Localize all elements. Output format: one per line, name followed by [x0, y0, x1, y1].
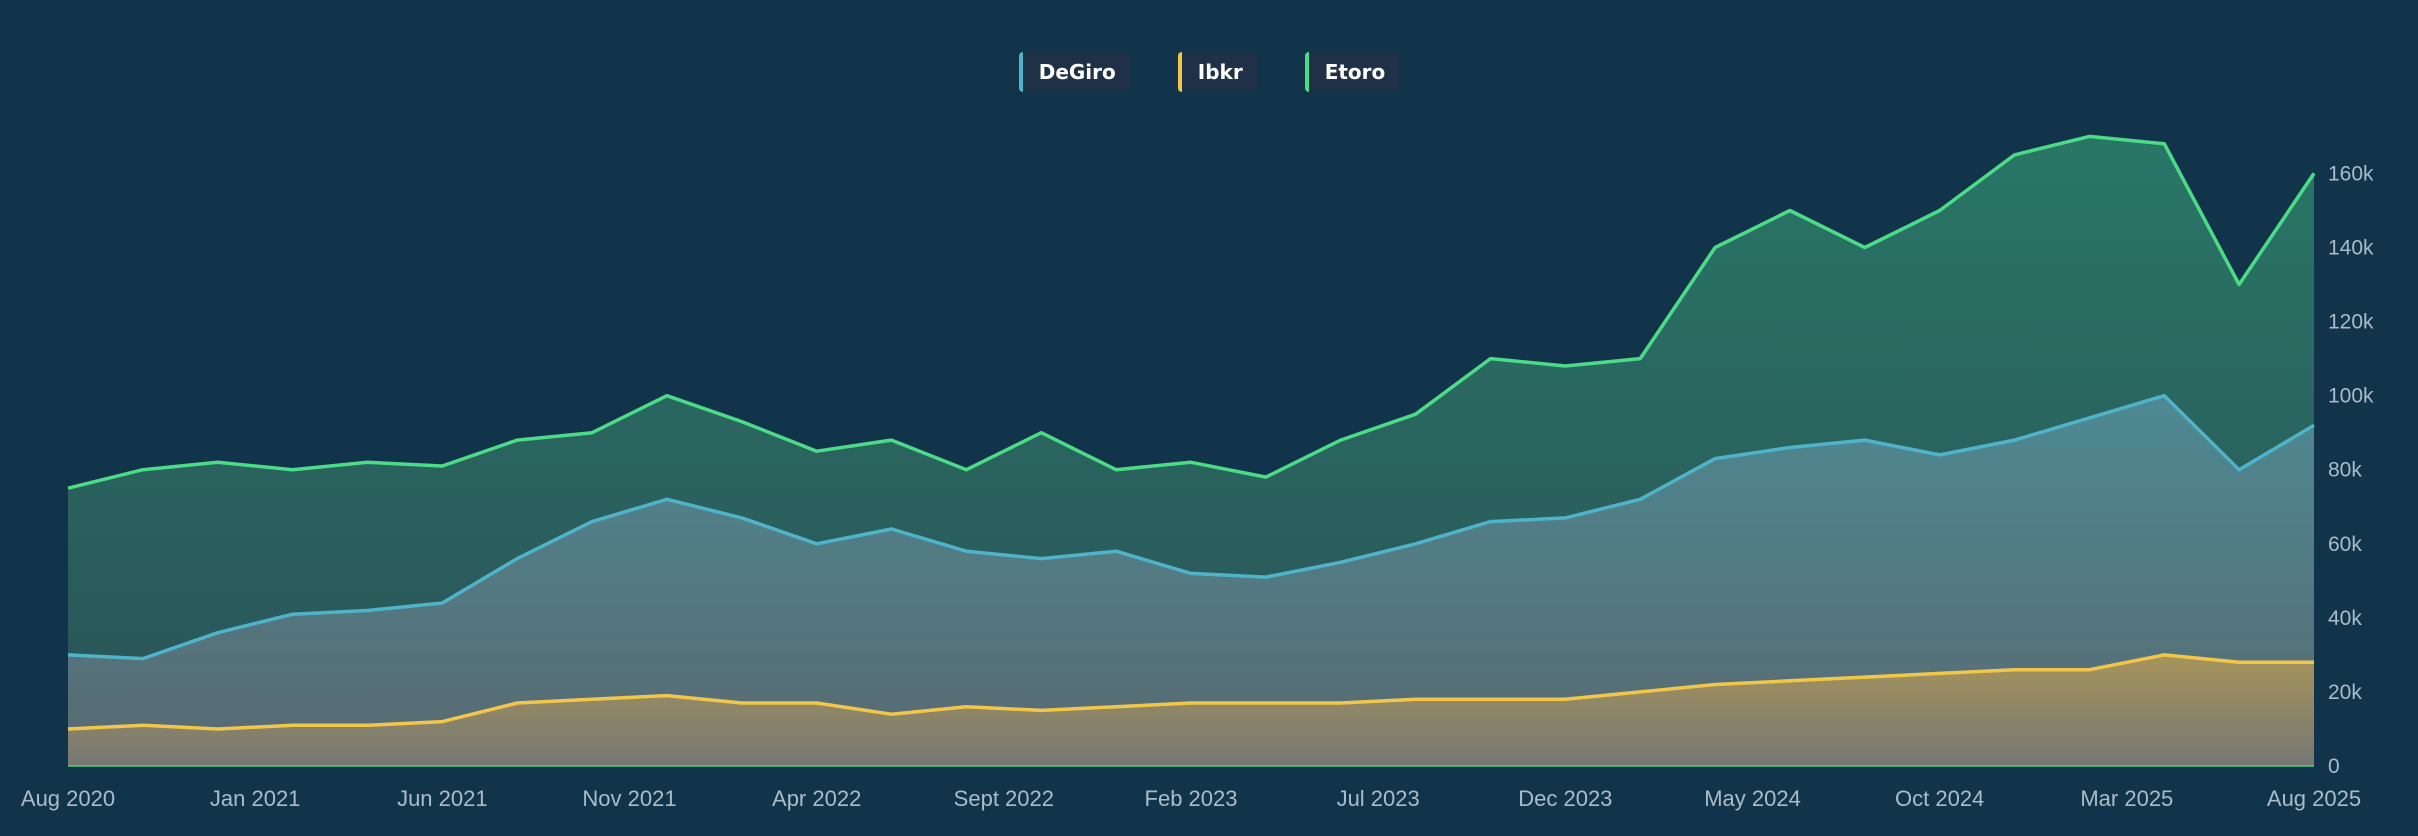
legend-item-degiro[interactable]: DeGiro [1018, 52, 1130, 92]
y-tick-label: 100k [2328, 385, 2374, 408]
x-tick-label: Feb 2023 [1145, 786, 1238, 811]
x-tick-label: May 2024 [1704, 786, 1801, 811]
x-tick-label: Aug 2020 [21, 786, 115, 811]
y-tick-label: 120k [2328, 311, 2374, 334]
y-tick-label: 160k [2328, 162, 2374, 185]
ibkr-line[interactable] [67, 653, 2314, 731]
y-tick-label: 60k [2328, 533, 2362, 556]
y-tick-label: 40k [2328, 607, 2362, 630]
legend-item-ibkr[interactable]: Ibkr [1177, 52, 1257, 92]
x-tick-label: Sept 2022 [954, 786, 1054, 811]
x-tick-label: Oct 2024 [1895, 786, 1984, 811]
x-tick-label: Mar 2025 [2080, 786, 2173, 811]
etoro-line[interactable] [67, 134, 2316, 490]
x-tick-label: Dec 2023 [1518, 786, 1612, 811]
x-tick-label: Jul 2023 [1337, 786, 1420, 811]
degiro-line[interactable] [67, 393, 2315, 661]
x-tick-label: Jan 2021 [210, 786, 301, 811]
x-tick-label: Apr 2022 [772, 786, 861, 811]
x-tick-label: Aug 2025 [2267, 786, 2361, 811]
y-tick-label: 80k [2328, 459, 2362, 482]
y-tick-label: 0 [2328, 755, 2340, 778]
y-tick-label: 20k [2328, 681, 2362, 704]
x-tick-label: Jun 2021 [397, 786, 488, 811]
legend: DeGiro Ibkr Etoro [0, 52, 2418, 92]
x-tick-label: Nov 2021 [582, 786, 676, 811]
degiro-area [68, 395, 2314, 766]
y-tick-label: 140k [2328, 237, 2374, 260]
legend-item-etoro[interactable]: Etoro [1304, 52, 1400, 92]
